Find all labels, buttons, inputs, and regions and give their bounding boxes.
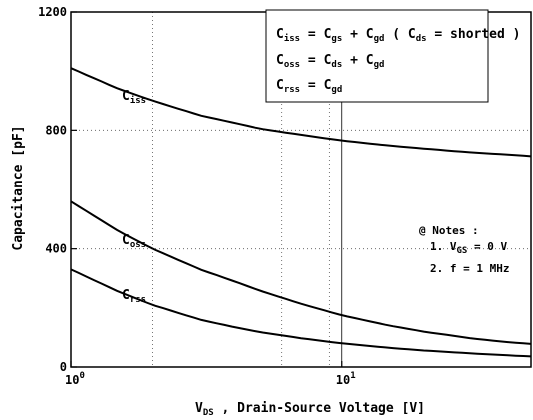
y-tick-label-800: 800: [45, 123, 67, 137]
series-label-coss: Coss: [122, 233, 146, 250]
series-label-crss: Crss: [122, 288, 146, 305]
grid-layer: [71, 12, 531, 367]
y-tick-label-1200: 1200: [38, 5, 67, 19]
x-tick-label-1: 100: [65, 371, 85, 387]
series-line-crss: [70, 268, 532, 358]
notes-line-1: 1. VGS = 0 V: [430, 240, 507, 256]
series-line-ciss: [70, 67, 532, 158]
curve-layer: [70, 67, 532, 358]
y-axis-label: Capacitance [pF]: [11, 125, 26, 250]
legend-formula-iss: Ciss = Cgs + Cgd ( Cds = shorted ): [276, 27, 520, 44]
series-label-ciss: Ciss: [122, 89, 146, 106]
x-tick-label-10: 101: [336, 371, 356, 387]
tick-layer: 0 400 800 1200 100 101: [38, 5, 356, 387]
y-tick-label-0: 0: [60, 360, 67, 374]
legend-formula-rss: Crss = Cgd: [276, 78, 342, 95]
series-line-coss: [70, 200, 532, 345]
y-tick-label-400: 400: [45, 242, 67, 256]
legend-box: [265, 9, 489, 103]
x-axis-label: VDS , Drain-Source Voltage [V]: [195, 401, 425, 418]
notes-line-2: 2. f = 1 MHz: [430, 262, 509, 275]
legend-formula-oss: Coss = Cds + Cgd: [276, 53, 384, 70]
notes-title: @ Notes :: [419, 224, 479, 237]
